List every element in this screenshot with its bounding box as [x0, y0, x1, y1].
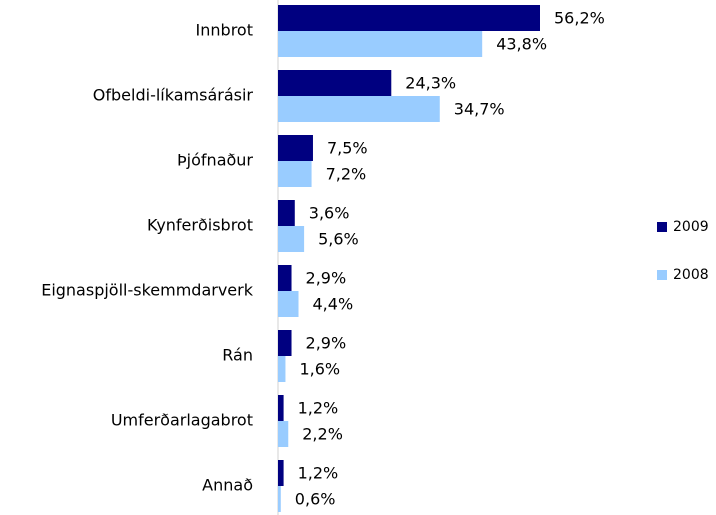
bar — [278, 460, 284, 486]
value-label: 7,2% — [326, 165, 367, 184]
category-label: Ofbeldi-líkamsárásir — [93, 86, 254, 105]
legend-swatch — [657, 222, 667, 232]
bar — [278, 395, 284, 421]
value-label: 56,2% — [554, 9, 605, 28]
bar — [278, 291, 299, 317]
bar — [278, 226, 305, 252]
value-label: 1,6% — [299, 360, 340, 379]
bar — [278, 356, 286, 382]
value-label: 2,9% — [306, 269, 347, 288]
value-label: 5,6% — [318, 230, 359, 249]
category-label: Þjófnaður — [177, 151, 253, 170]
bar — [278, 135, 313, 161]
category-label: Kynferðisbrot — [147, 216, 253, 235]
category-label: Annað — [202, 476, 253, 495]
value-label: 43,8% — [496, 35, 547, 54]
category-label: Rán — [222, 346, 253, 365]
legend-label: 2008 — [673, 267, 709, 283]
legend-label: 2009 — [673, 219, 709, 235]
category-label: Innbrot — [196, 21, 253, 40]
bar — [278, 330, 292, 356]
bar — [278, 421, 289, 447]
bar — [278, 70, 392, 96]
bar — [278, 31, 483, 57]
value-label: 24,3% — [405, 74, 456, 93]
value-label: 1,2% — [298, 464, 339, 483]
value-label: 0,6% — [295, 490, 336, 509]
value-label: 3,6% — [309, 204, 350, 223]
category-label: Eignaspjöll-skemmdarverk — [41, 281, 254, 300]
bar — [278, 486, 281, 512]
bar — [278, 265, 292, 291]
bar — [278, 200, 295, 226]
value-label: 2,9% — [306, 334, 347, 353]
category-label: Umferðarlagabrot — [111, 411, 253, 430]
value-label: 2,2% — [302, 425, 343, 444]
legend-swatch — [657, 270, 667, 280]
value-label: 4,4% — [313, 295, 354, 314]
bar — [278, 96, 440, 122]
value-label: 34,7% — [454, 100, 505, 119]
bar — [278, 161, 312, 187]
value-label: 1,2% — [298, 399, 339, 418]
bar — [278, 5, 540, 31]
value-label: 7,5% — [327, 139, 368, 158]
